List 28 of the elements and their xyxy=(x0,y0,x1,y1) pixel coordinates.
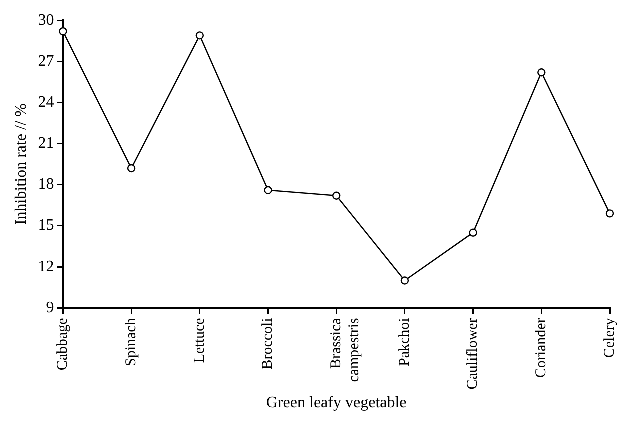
point xyxy=(400,276,410,285)
point xyxy=(606,210,614,218)
x-axis-title: Green leafy vegetable xyxy=(266,394,407,412)
x-tick-label: Celery xyxy=(602,318,618,358)
x-tick-label: Cabbage xyxy=(55,318,72,371)
x-tick-label: Cauliflower xyxy=(465,318,482,390)
point xyxy=(332,192,341,200)
y-axis-title: Inhibition rate // % xyxy=(12,104,30,226)
point xyxy=(264,186,272,194)
point xyxy=(469,228,478,237)
y-tick-label: 21 xyxy=(38,135,54,152)
y-tick-label: 12 xyxy=(38,258,54,276)
point xyxy=(538,68,546,77)
x-tick-label: Pakchoi xyxy=(396,318,413,366)
point xyxy=(59,27,68,36)
x-tick-label: Spinach xyxy=(123,318,140,366)
x-tick-label: Broccoli xyxy=(260,318,276,370)
y-tick-label: 18 xyxy=(38,176,54,194)
y-tick-label: 15 xyxy=(38,217,54,234)
y-tick-label: 24 xyxy=(38,94,54,111)
x-tick-label: Lettuce xyxy=(192,318,208,364)
x-tick-label: Coriander xyxy=(534,318,550,378)
y-tick-label: 9 xyxy=(46,299,54,316)
x-tick-label: Brassica campestris xyxy=(328,318,363,382)
point xyxy=(127,164,136,173)
y-tick-label: 27 xyxy=(38,52,54,70)
point xyxy=(196,32,204,40)
y-tick-label: 30 xyxy=(38,12,54,29)
